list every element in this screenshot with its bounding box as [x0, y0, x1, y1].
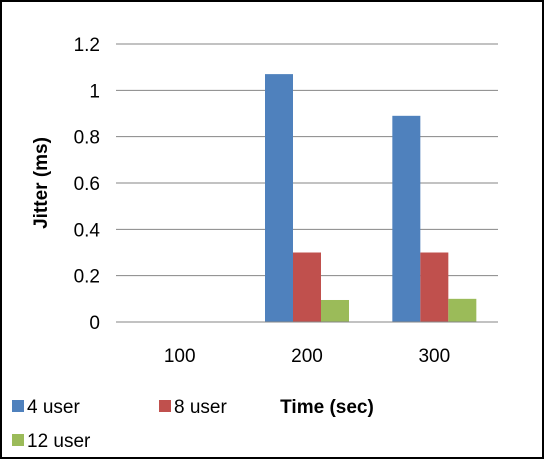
legend-item: 4 user	[12, 397, 80, 418]
legend: 4 user 8 user 12 user	[12, 397, 227, 452]
bar	[321, 299, 349, 322]
x-tick-label: 300	[418, 346, 450, 367]
y-tick-label: 0.2	[74, 267, 100, 288]
legend-item: 8 user	[159, 397, 227, 418]
legend-label: 12 user	[27, 431, 91, 452]
legend-swatch	[159, 400, 171, 412]
y-axis-title: Jitter (ms)	[31, 137, 52, 229]
legend-item: 12 user	[12, 431, 91, 452]
bars-group	[265, 74, 477, 322]
y-tick-label: 1	[89, 81, 100, 102]
bar	[293, 252, 321, 322]
bar	[392, 115, 421, 322]
bar	[420, 252, 449, 322]
y-tick-label: 0	[89, 313, 100, 334]
x-axis-title: Time (sec)	[280, 397, 374, 418]
x-tick-labels: 100 200 300	[164, 346, 450, 367]
y-tick-label: 0.4	[74, 220, 101, 241]
x-tick-label: 200	[291, 346, 323, 367]
legend-swatch	[12, 434, 24, 446]
bar	[448, 298, 477, 322]
legend-swatch	[12, 400, 24, 412]
y-tick-label: 0.8	[74, 128, 100, 149]
y-tick-labels: 0 0.2 0.4 0.6 0.8 1 1.2	[74, 35, 101, 334]
bar	[265, 74, 293, 322]
y-tick-label: 0.6	[74, 174, 100, 195]
x-tick-label: 100	[164, 346, 196, 367]
legend-label: 8 user	[174, 397, 227, 418]
legend-label: 4 user	[27, 397, 80, 418]
y-tick-label: 1.2	[74, 35, 100, 56]
